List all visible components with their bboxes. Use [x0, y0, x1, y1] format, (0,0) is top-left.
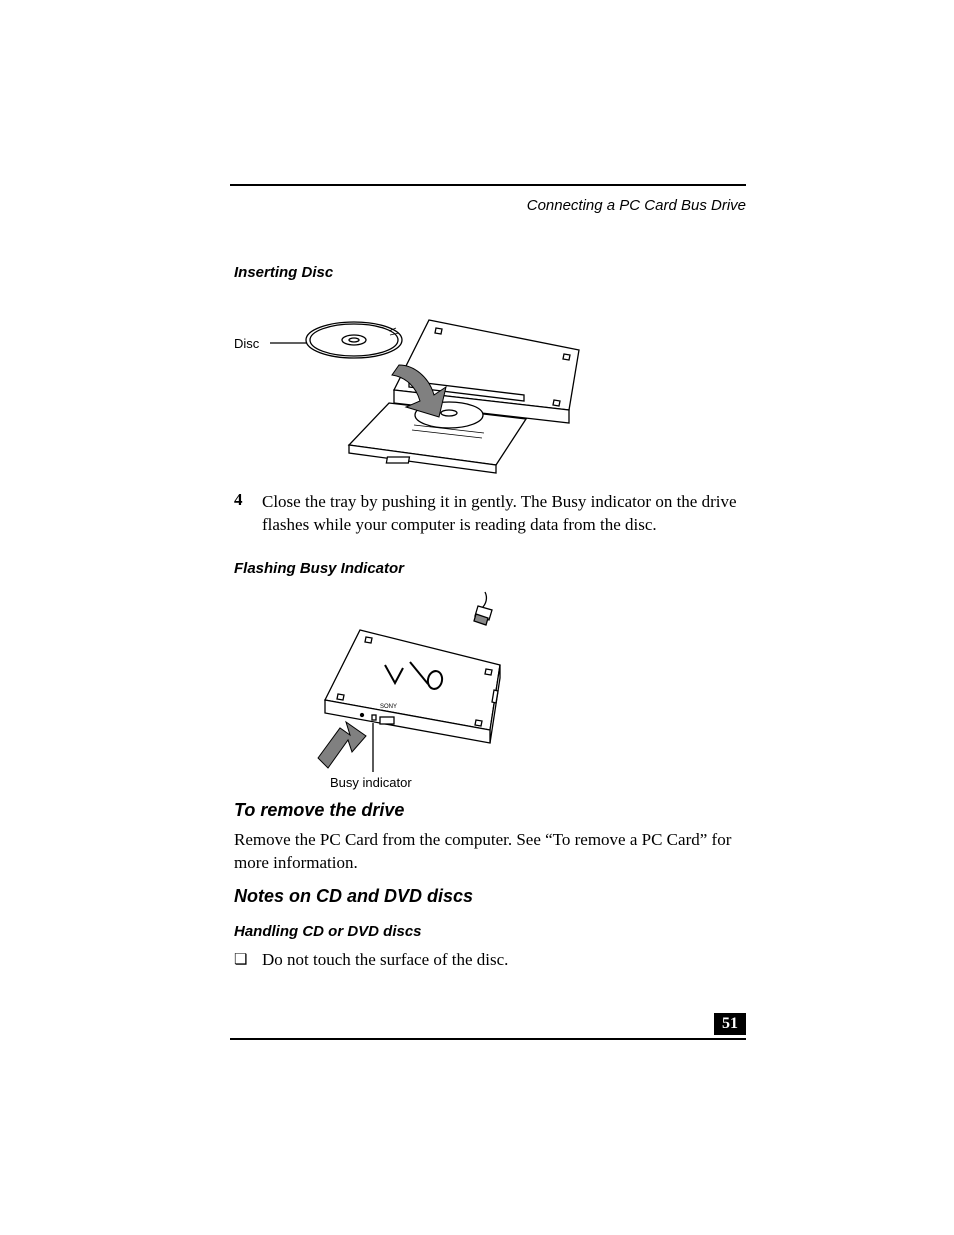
heading-remove-drive: To remove the drive: [234, 800, 404, 821]
heading-handling-discs: Handling CD or DVD discs: [234, 923, 422, 940]
bullet-text: Do not touch the surface of the disc.: [262, 950, 508, 970]
heading-inserting-disc: Inserting Disc: [234, 264, 333, 281]
diagram-inserting-disc: Disc: [234, 295, 594, 475]
paragraph-remove-drive: Remove the PC Card from the computer. Se…: [234, 828, 746, 875]
disc-callout-label: Disc: [234, 336, 259, 351]
step-number: 4: [234, 490, 262, 537]
busy-indicator-label: Busy indicator: [330, 775, 412, 790]
bullet-marker-icon: ❏: [234, 950, 262, 970]
running-header: Connecting a PC Card Bus Drive: [527, 197, 746, 214]
page-number: 51: [714, 1013, 746, 1035]
diagram-busy-indicator: SONY: [300, 590, 560, 790]
svg-text:SONY: SONY: [380, 704, 397, 710]
top-rule: [230, 184, 746, 186]
bottom-rule: [230, 1038, 746, 1040]
heading-notes-cd-dvd: Notes on CD and DVD discs: [234, 886, 473, 907]
step-4: 4 Close the tray by pushing it in gently…: [234, 490, 746, 537]
drive-drawing-icon: SONY: [300, 590, 560, 790]
step-text: Close the tray by pushing it in gently. …: [262, 490, 746, 537]
heading-flashing-busy: Flashing Busy Indicator: [234, 560, 404, 577]
disc-drawing-icon: [234, 295, 594, 475]
document-page: Connecting a PC Card Bus Drive Inserting…: [0, 0, 954, 1235]
bullet-item: ❏ Do not touch the surface of the disc.: [234, 950, 746, 970]
